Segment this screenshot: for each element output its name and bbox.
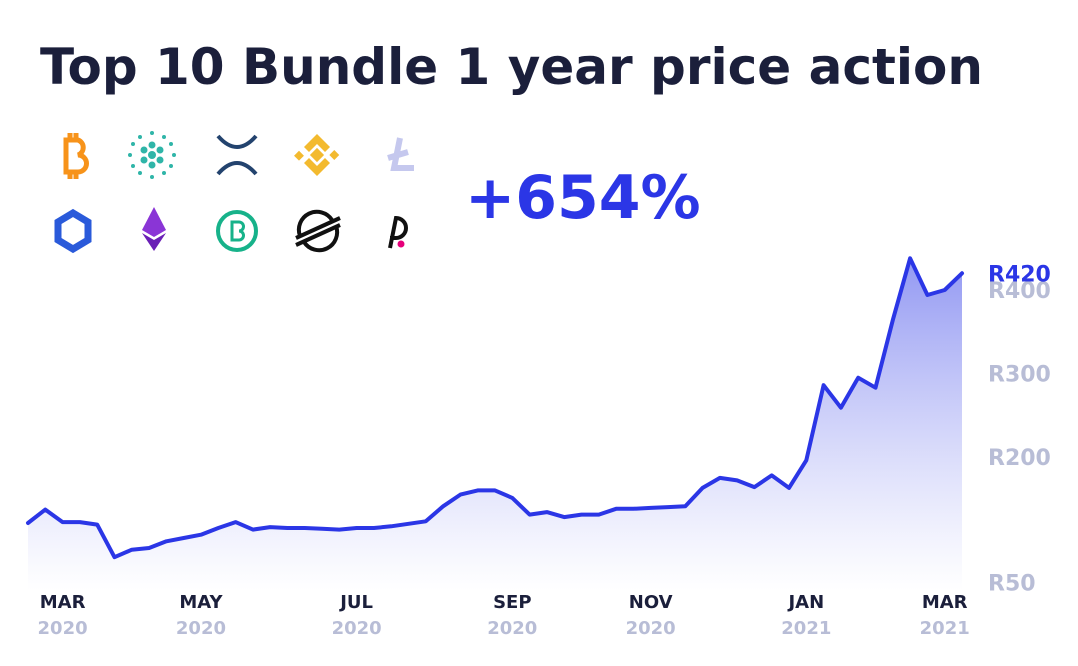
icon-chainlink [54, 208, 92, 254]
x-tick-year: 2020 [332, 618, 382, 639]
x-tick-month: MAY [179, 592, 223, 613]
x-tick-month: JUL [338, 592, 373, 613]
x-tick-month: MAR [922, 592, 968, 613]
y-tick-label: R200 [988, 446, 1051, 471]
x-tick-year: 2020 [38, 618, 88, 639]
area-fill [28, 258, 962, 591]
y-tick-label: R400 [988, 279, 1051, 304]
chart-title: Top 10 Bundle 1 year price action [40, 38, 983, 96]
x-tick-month: JAN [786, 592, 824, 613]
icon-cardano [128, 131, 176, 179]
value-label: R420 [988, 262, 1051, 287]
price-line [26, 256, 964, 560]
icon-litecoin [387, 137, 414, 171]
y-tick-label: R50 [988, 571, 1036, 596]
icon-xrp [216, 134, 258, 176]
x-tick-year: 2021 [781, 618, 831, 639]
x-tick-year: 2020 [487, 618, 537, 639]
coin-icons [54, 131, 414, 254]
x-tick-month: SEP [493, 592, 531, 613]
icon-bitcoin-cash [216, 210, 258, 252]
x-tick-year: 2020 [176, 618, 226, 639]
icon-bitcoin-cash-mark [230, 220, 245, 242]
icon-polkadot [388, 215, 408, 249]
annotation: +654% [465, 163, 701, 233]
x-tick-month: NOV [629, 592, 673, 613]
y-tick-label: R300 [988, 363, 1051, 388]
x-tick-year: 2020 [626, 618, 676, 639]
icon-bitcoin [63, 133, 89, 179]
icon-ethereum [142, 207, 166, 251]
icon-stellar [295, 209, 341, 253]
plot-area: R50 R200 R300 R400 MAR 2020 MAY 2020 JUL 2020 SEP 2… [26, 256, 1051, 639]
icon-binance [294, 134, 340, 176]
x-tick-year: 2021 [920, 618, 970, 639]
x-tick-month: MAR [40, 592, 86, 613]
